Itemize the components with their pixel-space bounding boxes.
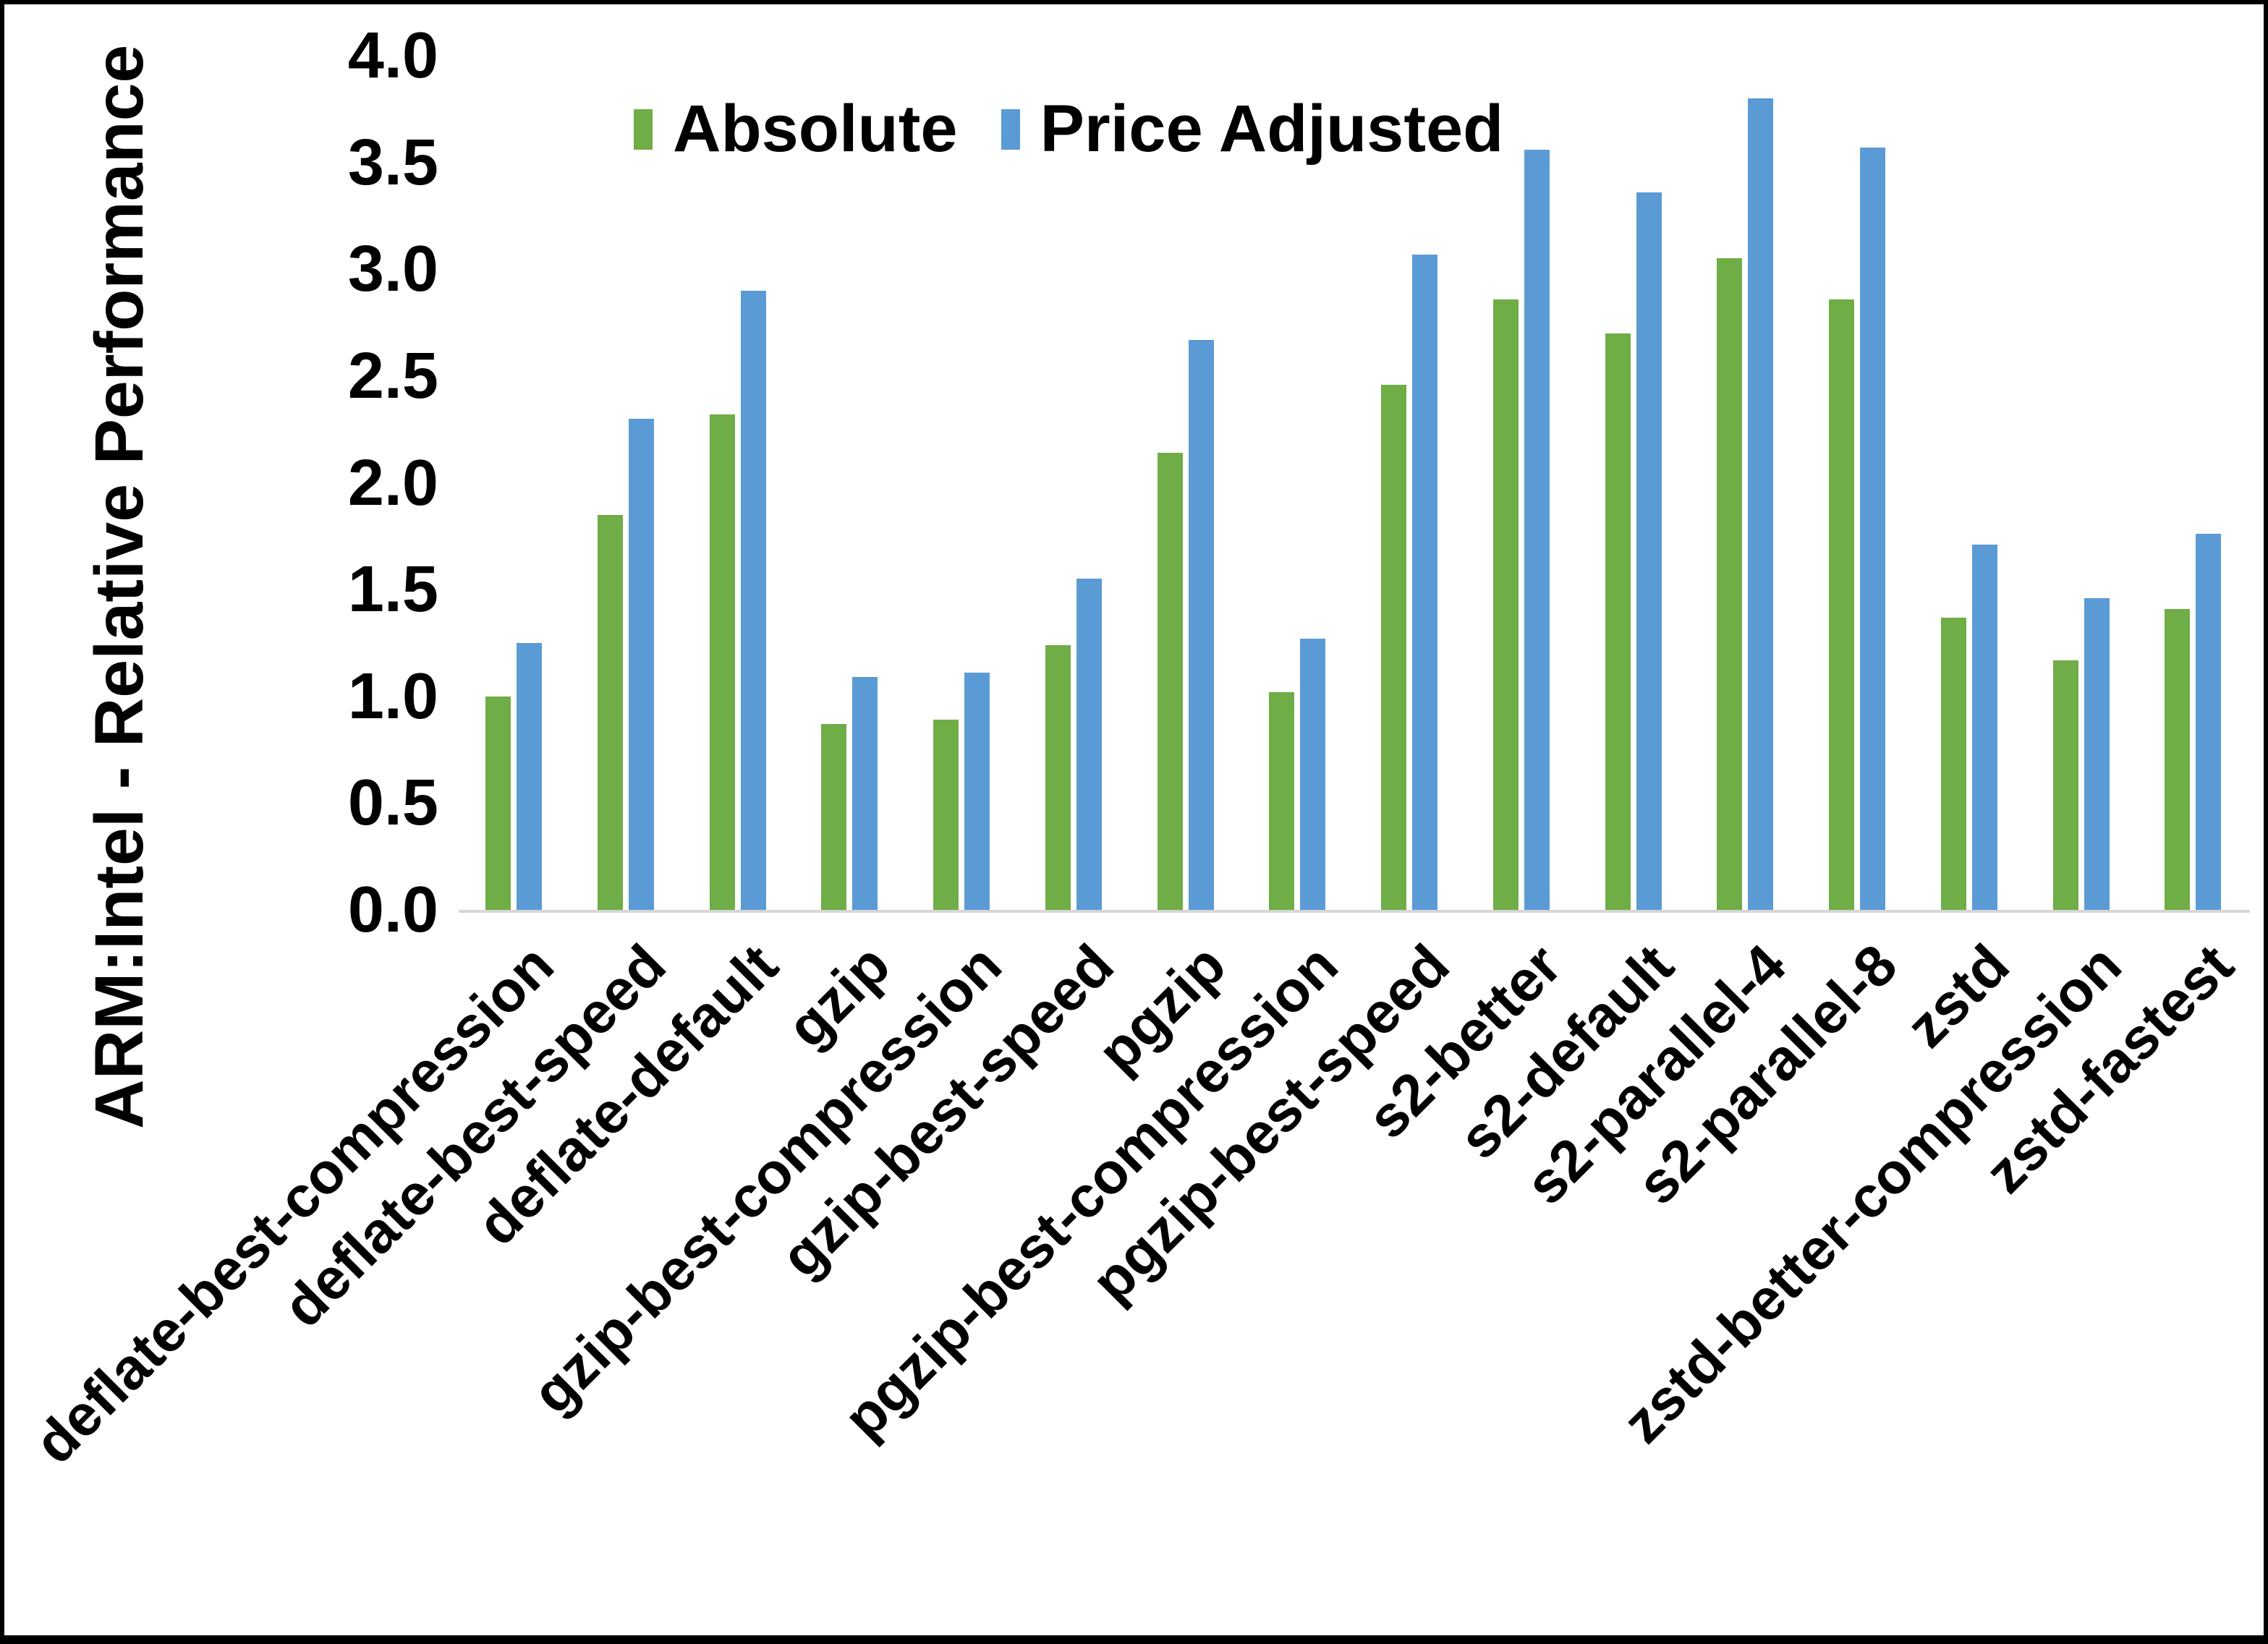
bar-absolute-s2-better bbox=[1493, 299, 1519, 910]
bar-absolute-pgzip-best-compression bbox=[1269, 692, 1294, 910]
bar-price-adjusted-zstd-better-compression bbox=[2084, 598, 2110, 910]
bar-absolute-zstd-better-compression bbox=[2053, 660, 2078, 910]
bar-price-adjusted-gzip-best-compression bbox=[964, 673, 990, 910]
bar-absolute-gzip bbox=[821, 724, 846, 910]
bar-absolute-pgzip-best-speed bbox=[1381, 385, 1406, 910]
bar-absolute-deflate-best-speed bbox=[598, 515, 623, 910]
bar-price-adjusted-s2-parallel-4 bbox=[1748, 98, 1773, 910]
y-tick-label-1.5: 1.5 bbox=[347, 553, 438, 626]
bar-price-adjusted-deflate-best-speed bbox=[629, 419, 654, 910]
bar-absolute-gzip-best-compression bbox=[933, 720, 959, 910]
y-tick-label-0.0: 0.0 bbox=[347, 874, 438, 946]
bar-absolute-pgzip bbox=[1158, 453, 1183, 910]
legend-swatch-price-adjusted bbox=[1001, 108, 1020, 150]
legend-label-absolute: Absolute bbox=[673, 92, 958, 166]
y-tick-label-1.0: 1.0 bbox=[347, 660, 438, 733]
bar-price-adjusted-gzip bbox=[852, 677, 878, 910]
bar-price-adjusted-pgzip-best-speed bbox=[1412, 255, 1437, 910]
bar-price-adjusted-gzip-best-speed bbox=[1076, 579, 1102, 910]
y-tick-label-0.5: 0.5 bbox=[347, 767, 438, 840]
bar-price-adjusted-deflate-best-compression bbox=[517, 643, 542, 910]
bar-price-adjusted-zstd bbox=[1972, 545, 1997, 910]
bar-absolute-deflate-best-compression bbox=[485, 697, 511, 910]
x-axis-line bbox=[459, 910, 2250, 913]
bar-absolute-s2-parallel-8 bbox=[1829, 299, 1854, 910]
bar-price-adjusted-s2-default bbox=[1636, 192, 1662, 910]
legend-item-price-adjusted: Price Adjusted bbox=[1001, 91, 1504, 167]
y-tick-label-3.5: 3.5 bbox=[347, 126, 438, 199]
legend-label-price-adjusted: Price Adjusted bbox=[1040, 92, 1504, 166]
y-tick-label-2.0: 2.0 bbox=[347, 446, 438, 519]
bar-price-adjusted-deflate-default bbox=[741, 291, 766, 910]
y-tick-label-2.5: 2.5 bbox=[347, 339, 438, 412]
legend-item-absolute: Absolute bbox=[634, 91, 958, 167]
y-tick-label-3.0: 3.0 bbox=[347, 233, 438, 306]
legend: Absolute Price Adjusted bbox=[634, 91, 1503, 167]
bar-price-adjusted-s2-better bbox=[1524, 150, 1550, 910]
bar-absolute-zstd bbox=[1941, 618, 1966, 910]
bar-price-adjusted-s2-parallel-8 bbox=[1860, 148, 1885, 910]
bar-absolute-deflate-default bbox=[710, 414, 735, 910]
bar-absolute-zstd-fastest bbox=[2165, 609, 2190, 910]
bar-absolute-gzip-best-speed bbox=[1045, 645, 1071, 910]
bar-price-adjusted-zstd-fastest bbox=[2196, 534, 2221, 910]
legend-swatch-absolute bbox=[634, 108, 653, 150]
bar-price-adjusted-pgzip-best-compression bbox=[1300, 639, 1325, 910]
y-axis-title: ARM:Intel - Relative Performance bbox=[81, 44, 158, 1129]
y-tick-label-4.0: 4.0 bbox=[347, 20, 438, 92]
bar-price-adjusted-pgzip bbox=[1189, 340, 1214, 910]
bar-absolute-s2-parallel-4 bbox=[1717, 258, 1742, 910]
bar-absolute-s2-default bbox=[1605, 333, 1631, 910]
